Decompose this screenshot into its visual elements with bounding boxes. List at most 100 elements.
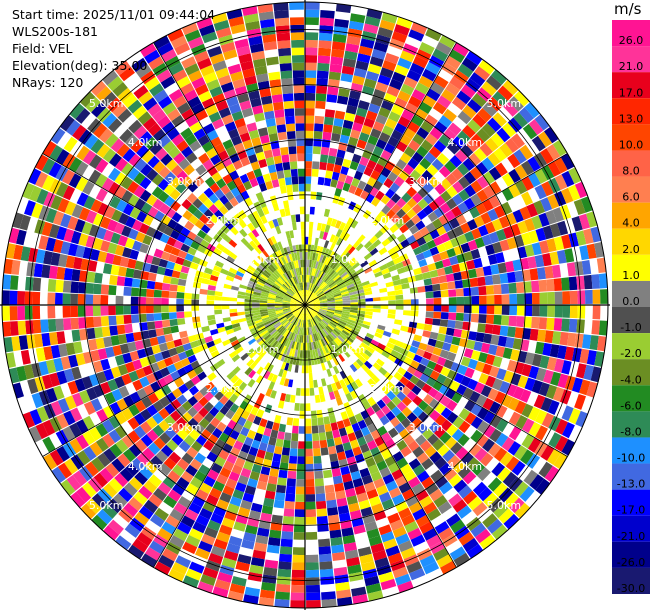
velocity-gate	[147, 321, 156, 330]
velocity-gate	[395, 290, 403, 296]
velocity-gate	[562, 305, 570, 318]
velocity-gate	[287, 131, 296, 139]
velocity-gate	[72, 330, 81, 342]
velocity-gate	[305, 214, 309, 222]
velocity-gate	[570, 305, 578, 318]
velocity-gate	[540, 305, 548, 317]
range-ring-label: 4.0km	[448, 460, 483, 473]
velocity-gate	[270, 172, 278, 181]
velocity-gate	[456, 288, 464, 296]
velocity-gate	[161, 313, 169, 320]
velocity-gate	[277, 33, 291, 42]
velocity-gate	[300, 403, 305, 411]
velocity-gate	[318, 55, 331, 63]
velocity-gate	[373, 297, 381, 301]
velocity-gate	[487, 305, 495, 314]
colorbar-tick-label: 21.0	[619, 60, 644, 73]
velocity-gate	[277, 431, 285, 440]
velocity-gate	[318, 177, 325, 185]
colorbar-tick-label: -17.0	[617, 504, 645, 517]
velocity-gate	[305, 146, 313, 154]
velocity-gate	[169, 312, 177, 319]
velocity-gate	[282, 86, 293, 94]
velocity-gate	[305, 388, 310, 396]
velocity-gate	[432, 284, 440, 291]
velocity-gate	[321, 591, 336, 600]
velocity-gate	[539, 280, 548, 292]
velocity-gate	[85, 294, 93, 305]
velocity-gate	[274, 10, 289, 19]
velocity-gate	[284, 509, 295, 517]
velocity-gate	[358, 308, 366, 311]
velocity-gate	[319, 25, 333, 34]
velocity-gate	[387, 291, 395, 296]
velocity-gate	[532, 293, 540, 305]
velocity-gate	[327, 507, 338, 516]
velocity-gate	[293, 547, 305, 555]
velocity-gate	[392, 329, 401, 336]
velocity-gate	[570, 291, 578, 304]
velocity-gate	[305, 123, 314, 131]
velocity-gate	[277, 40, 290, 49]
velocity-gate	[332, 468, 342, 477]
velocity-gate	[123, 287, 131, 296]
velocity-gate	[230, 312, 238, 316]
velocity-gate	[72, 269, 81, 281]
velocity-gate	[315, 486, 325, 494]
velocity-gate	[10, 306, 18, 320]
velocity-gate	[116, 306, 124, 315]
velocity-gate	[300, 350, 303, 358]
velocity-gate	[277, 477, 287, 486]
velocity-gate	[280, 546, 293, 554]
velocity-gate	[554, 278, 563, 291]
velocity-gate	[131, 314, 139, 323]
velocity-gate	[591, 320, 600, 335]
velocity-gate	[306, 509, 316, 517]
velocity-gate	[335, 111, 346, 120]
velocity-gate	[291, 441, 298, 449]
velocity-gate	[278, 48, 291, 57]
velocity-gate	[33, 320, 42, 334]
velocity-gate	[577, 290, 585, 304]
velocity-gate	[331, 133, 341, 142]
velocity-gate	[319, 162, 327, 170]
velocity-gate	[321, 447, 329, 455]
velocity-gate	[273, 453, 282, 462]
velocity-gate	[289, 154, 297, 162]
colorbar-tick-label: -13.0	[617, 478, 645, 491]
velocity-gate	[274, 109, 284, 118]
velocity-gate	[279, 55, 292, 64]
velocity-gate	[449, 305, 457, 312]
velocity-gate	[86, 317, 94, 328]
velocity-gate	[477, 277, 486, 287]
velocity-gate	[447, 320, 456, 328]
velocity-gate	[315, 116, 325, 124]
velocity-gate	[252, 300, 260, 303]
velocity-gate	[163, 327, 172, 335]
velocity-gate	[478, 314, 486, 323]
velocity-gate	[56, 267, 65, 280]
velocity-gate	[494, 305, 502, 315]
velocity-gate	[477, 323, 486, 333]
velocity-gate	[334, 188, 342, 197]
colorbar-tick-label: -8.0	[620, 425, 641, 438]
velocity-gate	[320, 576, 334, 585]
velocity-gate	[63, 293, 71, 305]
velocity-gate	[327, 438, 335, 447]
velocity-gate	[294, 403, 300, 411]
velocity-gate	[493, 315, 501, 325]
velocity-gate	[286, 124, 295, 132]
velocity-gate	[501, 315, 509, 325]
velocity-gate	[447, 281, 455, 289]
velocity-gate	[273, 102, 284, 111]
range-ring-label: 3.0km	[167, 175, 202, 188]
colorbar-tick-label: -2.0	[620, 347, 641, 360]
velocity-gate	[299, 245, 302, 253]
velocity-gate	[310, 388, 315, 396]
velocity-gate	[326, 492, 336, 501]
velocity-gate	[269, 468, 279, 477]
velocity-gate	[446, 328, 455, 337]
velocity-gate	[124, 315, 132, 324]
velocity-gate	[256, 366, 263, 375]
velocity-gate	[184, 311, 192, 317]
